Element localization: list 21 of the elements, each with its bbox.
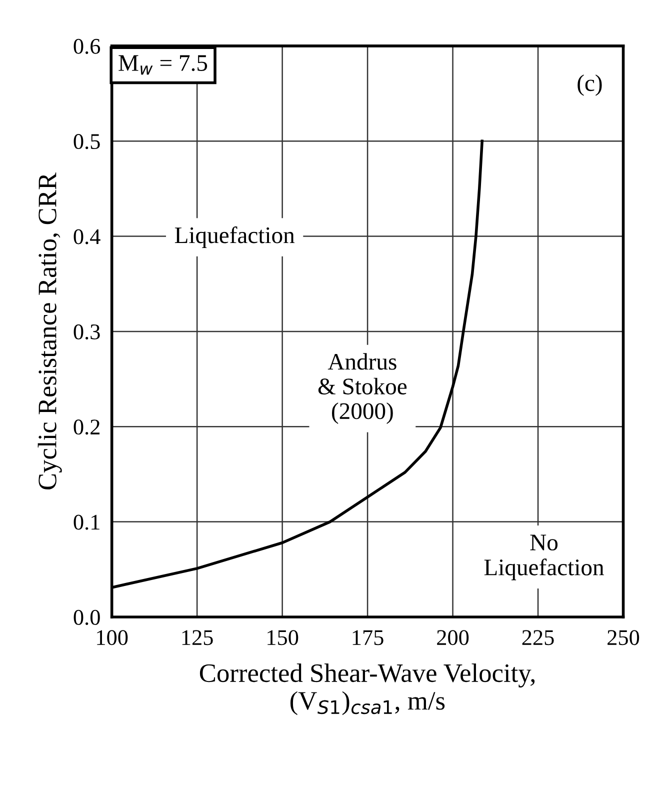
y-tick-label: 0.4: [74, 229, 100, 244]
y-axis-title: Cyclic Resistance Ratio, CRR: [38, 172, 62, 490]
y-tick-label: 0.5: [74, 134, 100, 150]
x-tick-label: 150: [268, 630, 298, 646]
x-tick-label: 100: [97, 630, 128, 646]
annotation: No Liquefaction: [484, 534, 604, 580]
y-tick-label: 0.0: [74, 610, 100, 625]
x-tick-label: 175: [352, 630, 384, 646]
x-tick-label: 225: [522, 630, 554, 646]
y-tick-label: 0.3: [74, 324, 100, 340]
series-label: Andrus & Stokoe (2000): [318, 353, 407, 424]
y-tick-label: 0.1: [74, 514, 100, 530]
x-tick-label: 250: [608, 630, 640, 646]
x-tick-label: 125: [182, 630, 213, 646]
annotation: Liquefaction: [174, 226, 295, 248]
annotation: (c): [578, 74, 602, 96]
y-tick-label: 0.6: [74, 38, 100, 54]
x-axis-title: Corrected Shear-Wave Velocity, (V$_{S1}$)$_{csa1}$, m/s: [200, 664, 535, 716]
y-tick-label: 0.2: [74, 420, 100, 435]
annotation: M$_{w}$ = 7.5: [118, 55, 208, 75]
x-tick-label: 200: [437, 630, 469, 646]
